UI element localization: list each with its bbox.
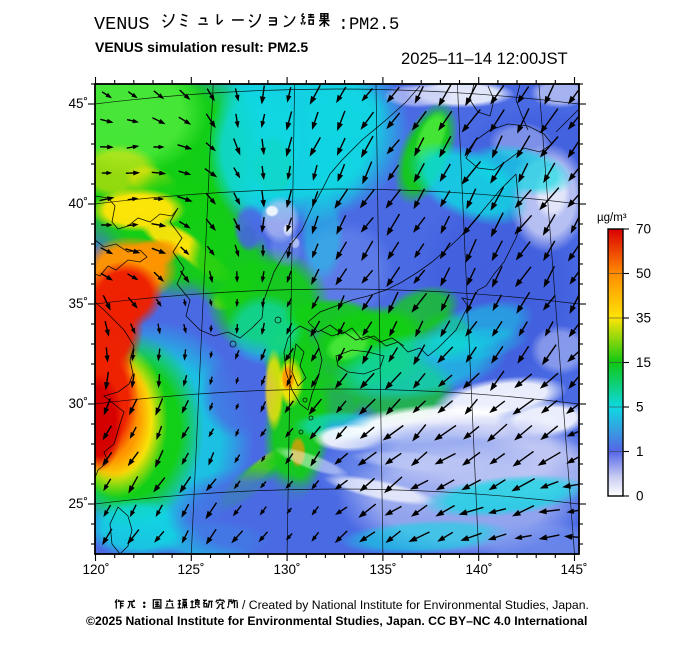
svg-text:140˚: 140˚ <box>465 562 492 577</box>
svg-text:135˚: 135˚ <box>369 562 396 577</box>
svg-text:25˚: 25˚ <box>68 496 88 511</box>
svg-text:70: 70 <box>636 222 651 237</box>
svg-text:30˚: 30˚ <box>68 396 88 411</box>
svg-text:VENUS: VENUS <box>94 14 150 35</box>
svg-text:0: 0 <box>636 489 644 504</box>
svg-text:35: 35 <box>636 311 651 326</box>
svg-text:1: 1 <box>636 444 644 459</box>
svg-text:µg/m³: µg/m³ <box>597 212 627 224</box>
svg-text:130˚: 130˚ <box>273 562 300 577</box>
svg-text:145˚: 145˚ <box>560 562 587 577</box>
svg-text:125˚: 125˚ <box>177 562 204 577</box>
svg-text:©2025 National Institute for E: ©2025 National Institute for Environment… <box>86 614 587 628</box>
svg-text:50: 50 <box>636 266 651 281</box>
svg-text:120˚: 120˚ <box>82 562 109 577</box>
svg-text:PM2.5: PM2.5 <box>349 16 399 35</box>
svg-text:2025–11–14 12:00JST: 2025–11–14 12:00JST <box>401 49 568 68</box>
svg-text:5: 5 <box>636 400 644 415</box>
svg-text::: : <box>338 15 349 35</box>
svg-text:/ Created by National Institut: / Created by National Institute for Envi… <box>242 598 589 612</box>
svg-text:VENUS simulation result: PM2.5: VENUS simulation result: PM2.5 <box>95 39 308 55</box>
svg-text:45˚: 45˚ <box>68 96 88 111</box>
svg-text:40˚: 40˚ <box>68 196 88 211</box>
svg-text:35˚: 35˚ <box>68 296 88 311</box>
svg-text:15: 15 <box>636 355 651 370</box>
